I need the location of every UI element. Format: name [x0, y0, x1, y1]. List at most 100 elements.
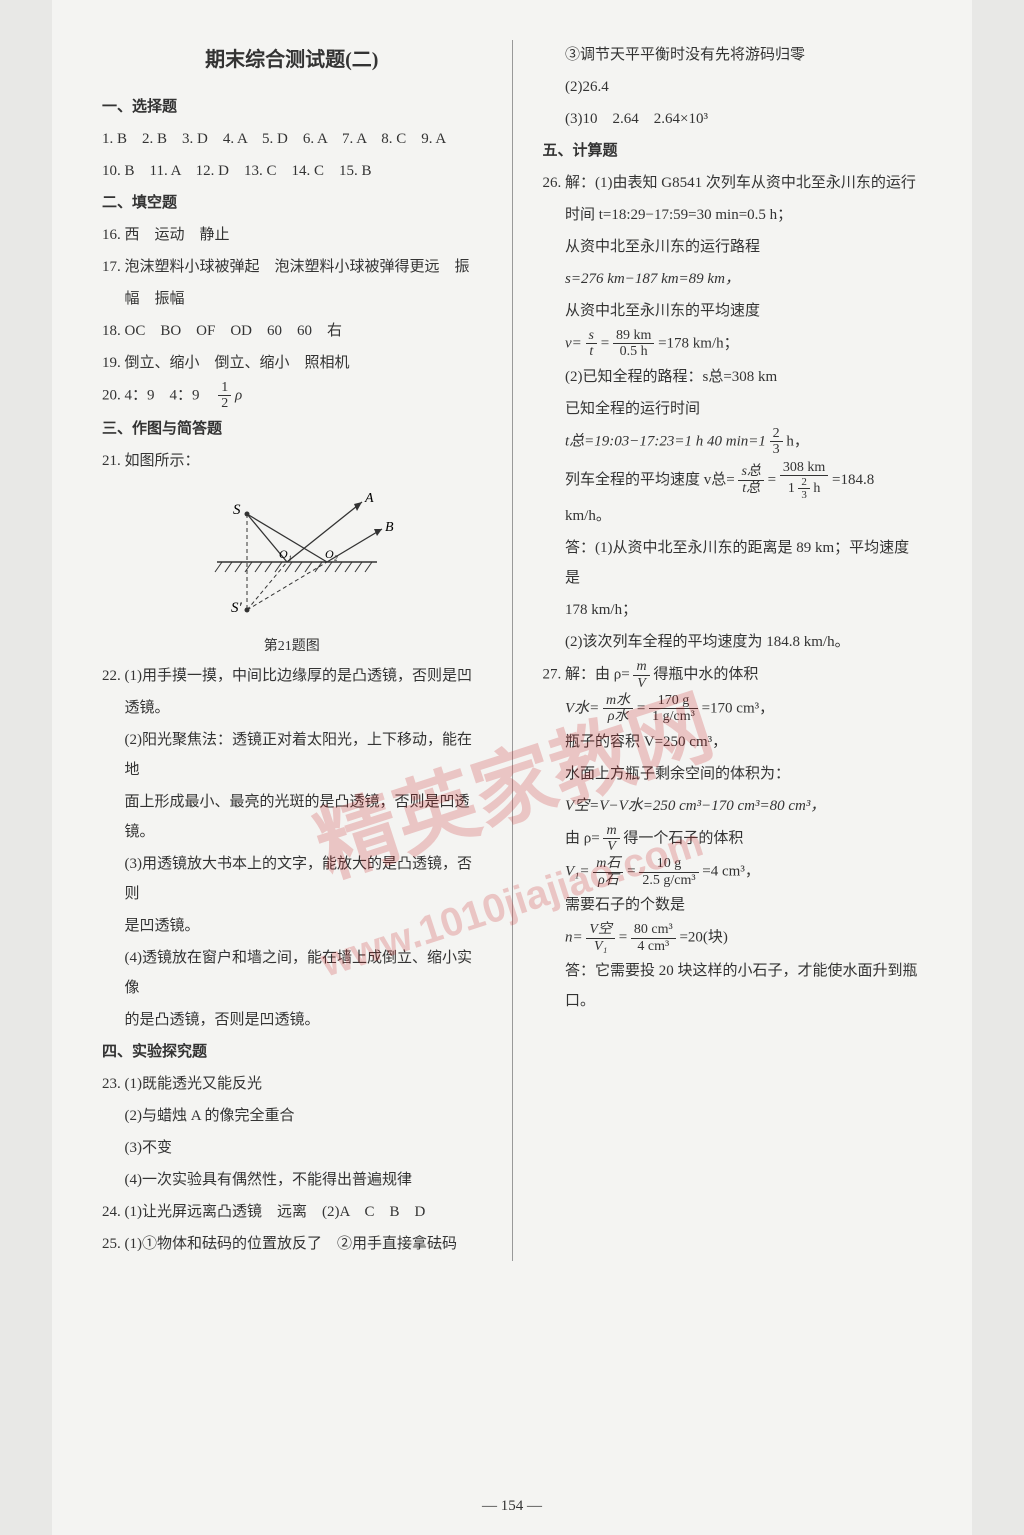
frac-den: 4 cm³ — [631, 939, 676, 954]
svg-text:O₁: O₁ — [279, 547, 292, 561]
frac-den: ρ石 — [593, 873, 623, 888]
page: 期末综合测试题(二) 一、选择题 1. B 2. B 3. D 4. A 5. … — [52, 0, 972, 1535]
svg-text:S: S — [233, 502, 241, 518]
q18: 18. OC BO OF OD 60 60 右 — [102, 316, 482, 346]
frac-den: V — [633, 676, 649, 691]
q26-s: s=276 km−187 km=89 km， — [543, 264, 923, 294]
q22-4b: 的是凸透镜，否则是凹透镜。 — [102, 1005, 482, 1035]
q21: 21. 如图所示： — [102, 446, 482, 476]
q26-ans2: (2)该次列车全程的平均速度为 184.8 km/h。 — [543, 627, 923, 657]
frac-den: t — [586, 344, 597, 359]
eq: = — [601, 335, 609, 351]
q27-v1-post: =4 cm³， — [702, 864, 760, 880]
frac-num: V空 — [586, 922, 615, 938]
q26-v-post: =178 km/h； — [658, 335, 739, 351]
q26-v2-frac2: 308 km 1 2 3 h — [780, 460, 828, 502]
eq: = — [627, 864, 635, 880]
q25-2: (2)26.4 — [543, 72, 923, 102]
q26-t2-frac: 2 3 — [770, 426, 783, 458]
frac-num: m — [603, 823, 619, 839]
q22-1b: 透镜。 — [102, 693, 482, 723]
frac-den: 2.5 g/cm³ — [639, 873, 698, 888]
q26-v-frac2: 89 km 0.5 h — [613, 328, 654, 360]
svg-text:S′: S′ — [231, 600, 243, 614]
q26-t2: t总=19:03−17:23=1 h 40 min=1 2 3 h， — [543, 426, 923, 458]
q27-n-frac1: V空 V₁ — [586, 922, 615, 954]
q27-vw: V水= m水 ρ水 = 170 g 1 g/cm³ =170 cm³， — [543, 693, 923, 725]
q27-v1: V₁= m石 ρ石 = 10 g 2.5 g/cm³ =4 cm³， — [543, 856, 923, 888]
q22-3: (3)用透镜放大书本上的文字，能放大的是凸透镜，否则 — [102, 849, 482, 909]
frac-den: 1 2 3 h — [780, 476, 828, 501]
q27-cap: 瓶子的容积 V=250 cm³， — [543, 727, 923, 757]
unit-h: h — [813, 481, 820, 496]
q27-v1-frac2: 10 g 2.5 g/cm³ — [639, 856, 698, 888]
q17b: 幅 振幅 — [102, 284, 482, 314]
ray-diagram-svg: S S′ A B — [187, 484, 397, 614]
frac-num: 89 km — [613, 328, 654, 344]
q20: 20. 4：9 4：9 1 2 ρ — [102, 380, 482, 412]
mixed-whole: 1 — [788, 481, 795, 496]
svg-text:A: A — [364, 491, 374, 506]
q23-2: (2)与蜡烛 A 的像完全重合 — [102, 1101, 482, 1131]
q26-v-pre: v= — [565, 335, 582, 351]
q20-pre: 20. 4：9 4：9 — [102, 387, 215, 403]
q27-vw-pre: V水= — [565, 700, 599, 716]
q27-n-pre: n= — [565, 930, 583, 946]
q24: 24. (1)让光屏远离凸透镜 远离 (2)A C B D — [102, 1197, 482, 1227]
document-title: 期末综合测试题(二) — [102, 40, 482, 80]
svg-text:B: B — [385, 520, 394, 535]
frac-num: 2 — [770, 426, 783, 442]
q26-v2: 列车全程的平均速度 v总= s总 t总 = 308 km 1 2 3 h — [543, 460, 923, 532]
q22-3b: 是凹透镜。 — [102, 911, 482, 941]
section-2-head: 二、填空题 — [102, 188, 482, 218]
frac-den: V₁ — [586, 939, 615, 954]
frac-num: 170 g — [649, 693, 698, 709]
q26-head: 26. 解：(1)由表知 G8541 次列车从资中北至永川东的运行 — [543, 168, 923, 198]
q27-head-pre: 27. 解：由 ρ= — [543, 666, 630, 682]
section-1-head: 一、选择题 — [102, 92, 482, 122]
frac-num: m水 — [603, 693, 633, 709]
mixed-frac: 2 3 — [798, 476, 810, 501]
frac-num: m — [633, 659, 649, 675]
q23-3: (3)不变 — [102, 1133, 482, 1163]
q27-n-frac2: 80 cm³ 4 cm³ — [631, 922, 676, 954]
q26-v: v= s t = 89 km 0.5 h =178 km/h； — [543, 328, 923, 360]
q17a: 17. 泡沫塑料小球被弹起 泡沫塑料小球被弹得更远 振 — [102, 252, 482, 282]
page-number: — 154 — — [482, 1498, 542, 1515]
eq: = — [637, 700, 645, 716]
q22-2: (2)阳光聚焦法：透镜正对着太阳光，上下移动，能在地 — [102, 725, 482, 785]
q27-rho-post: 得一个石子的体积 — [623, 830, 743, 846]
column-divider — [512, 40, 513, 1261]
q27-vw-post: =170 cm³， — [702, 700, 775, 716]
q20-den: 2 — [218, 396, 231, 411]
q27-air-lbl: 水面上方瓶子剩余空间的体积为： — [543, 759, 923, 789]
two-column-layout: 期末综合测试题(二) 一、选择题 1. B 2. B 3. D 4. A 5. … — [102, 40, 922, 1261]
q25: 25. (1)①物体和砝码的位置放反了 ②用手直接拿砝码 — [102, 1229, 482, 1259]
q26-s-lbl: 从资中北至永川东的运行路程 — [543, 232, 923, 262]
q25-3: (3)10 2.64 2.64×10³ — [543, 104, 923, 134]
frac-den: t总 — [738, 481, 763, 496]
eq: = — [768, 472, 776, 488]
q27-v1-pre: V₁= — [565, 864, 590, 880]
q26-ans1: 答：(1)从资中北至永川东的距离是 89 km；平均速度是 — [543, 533, 923, 593]
frac-den: ρ水 — [603, 709, 633, 724]
q23-1: 23. (1)既能透光又能反光 — [102, 1069, 482, 1099]
answers-row-1: 1. B 2. B 3. D 4. A 5. D 6. A 7. A 8. C … — [102, 124, 482, 154]
q26-2a: (2)已知全程的路程：s总=308 km — [543, 362, 923, 392]
q27-head-frac: m V — [633, 659, 649, 691]
frac-num: m石 — [593, 856, 623, 872]
q26-ans1b: 178 km/h； — [543, 595, 923, 625]
eq: = — [619, 930, 627, 946]
q26-2b: 已知全程的运行时间 — [543, 394, 923, 424]
q16: 16. 西 运动 静止 — [102, 220, 482, 250]
q27-vw-frac1: m水 ρ水 — [603, 693, 633, 725]
answers-row-2: 10. B 11. A 12. D 13. C 14. C 15. B — [102, 156, 482, 186]
q20-frac: 1 2 — [218, 380, 231, 412]
q26-t: 时间 t=18:29−17:59=30 min=0.5 h； — [543, 200, 923, 230]
q25c: ③调节天平平衡时没有先将游码归零 — [543, 40, 923, 70]
frac-den: 3 — [770, 442, 783, 457]
frac-num: s — [586, 328, 597, 344]
frac-den: 3 — [798, 489, 810, 501]
q27-head: 27. 解：由 ρ= m V 得瓶中水的体积 — [543, 659, 923, 691]
q26-v-lbl: 从资中北至永川东的平均速度 — [543, 296, 923, 326]
